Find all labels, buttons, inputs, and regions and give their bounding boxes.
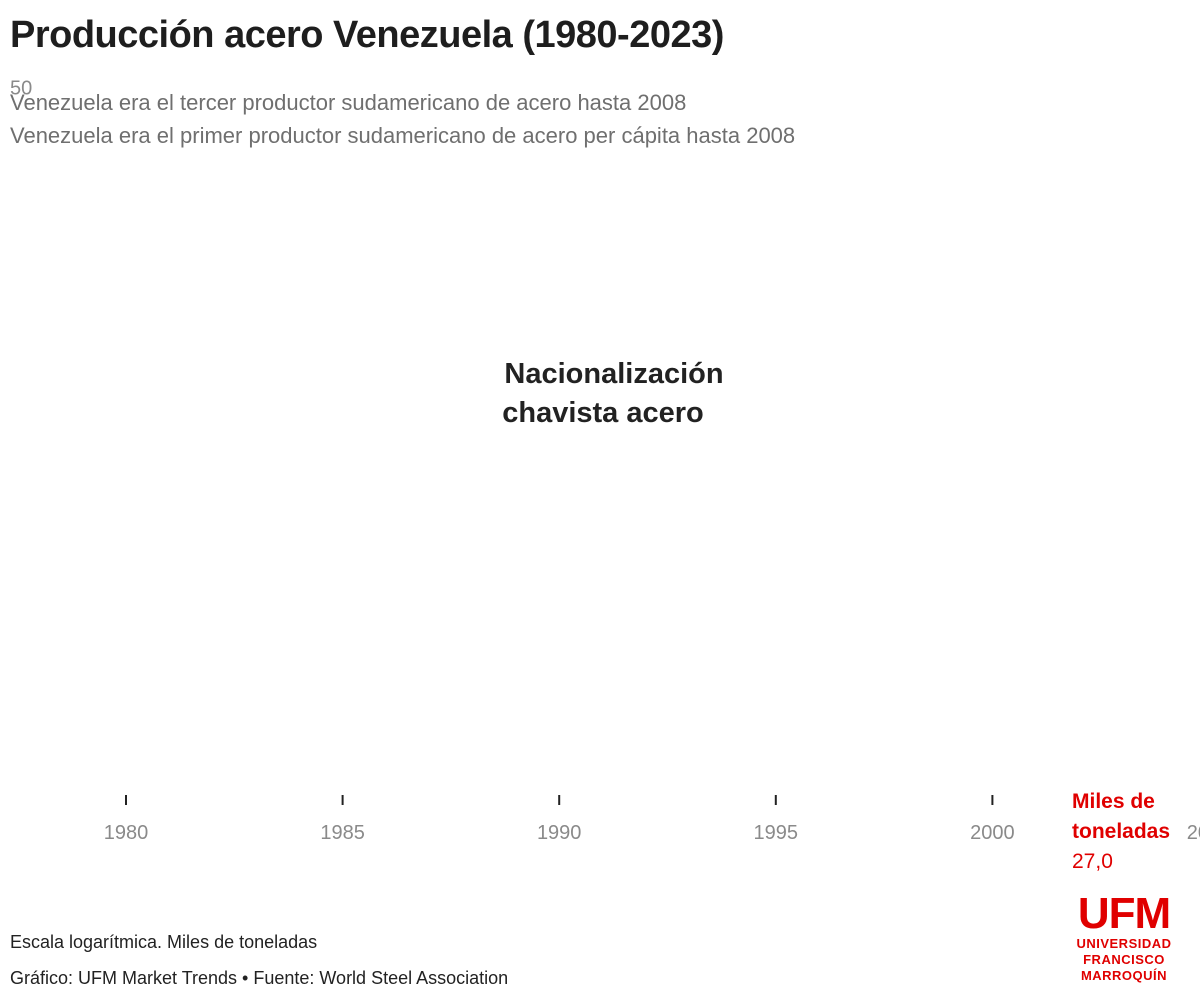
scale-note: Escala logarítmica. Miles de toneladas bbox=[10, 932, 318, 952]
x-tick-label: 2000 bbox=[970, 822, 1015, 844]
series-line-production bbox=[126, 0, 1200, 195]
subtitle-2: Venezuela era el primer productor sudame… bbox=[10, 123, 796, 148]
logo-mark: UFM bbox=[1077, 889, 1171, 938]
ufm-logo: UFM UNIVERSIDAD FRANCISCO MARROQUÍN bbox=[1064, 892, 1184, 984]
logo-line-3: MARROQUÍN bbox=[1080, 968, 1168, 983]
x-tick-label: 2005 bbox=[1187, 822, 1200, 844]
page-title: Producción acero Venezuela (1980-2023) bbox=[10, 14, 724, 56]
x-tick-label: 1990 bbox=[537, 822, 582, 844]
logo-line-1: UNIVERSIDAD bbox=[1076, 936, 1172, 951]
annotation-label-line-1: Nacionalización bbox=[504, 358, 723, 390]
subtitle-1: Venezuela era el tercer productor sudame… bbox=[10, 90, 687, 115]
end-value-label: 27,0 bbox=[1072, 850, 1113, 873]
end-label-line-1: Miles de bbox=[1072, 790, 1155, 813]
source-note: Gráfico: UFM Market Trends • Fuente: Wor… bbox=[10, 968, 509, 988]
x-tick-label: 1995 bbox=[754, 822, 799, 844]
x-tick-label: 1980 bbox=[104, 822, 149, 844]
y-tick-label: 50 bbox=[10, 77, 32, 99]
x-axis: 198019851990199520002005201020152020 bbox=[104, 795, 1200, 844]
x-tick-label: 1985 bbox=[320, 822, 365, 844]
annotation-label-line-2: chavista acero bbox=[502, 397, 704, 429]
end-label-line-2: toneladas bbox=[1072, 820, 1170, 843]
logo-line-2: FRANCISCO bbox=[1083, 952, 1165, 967]
